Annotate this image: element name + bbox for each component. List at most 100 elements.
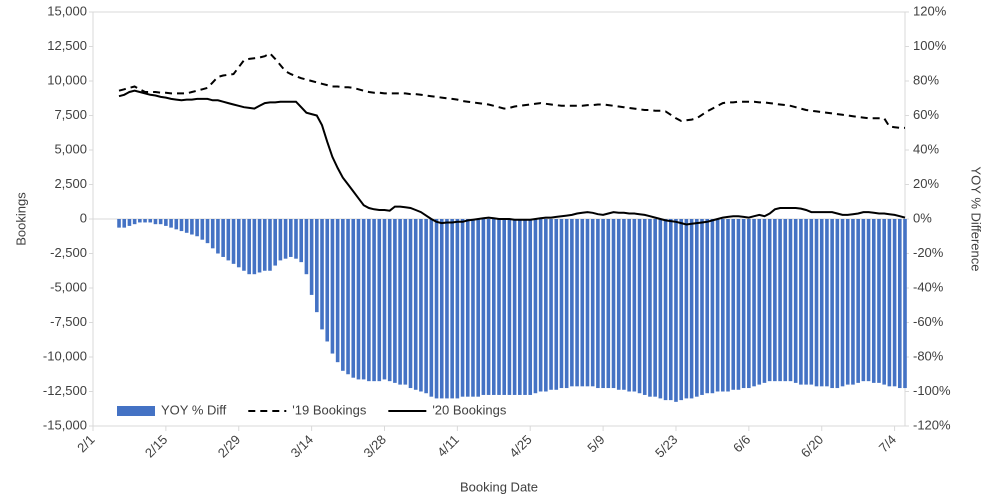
y2-tick-label: 60% (913, 107, 939, 122)
bar (330, 219, 335, 354)
bar (721, 219, 725, 392)
x-tick-label: 2/29 (215, 432, 244, 461)
bar (304, 219, 309, 275)
bar (528, 219, 533, 395)
bar (434, 219, 439, 399)
bar (460, 219, 465, 397)
bar (117, 219, 121, 228)
bar (476, 219, 480, 397)
y2-tick-label: -80% (913, 348, 944, 363)
bar (778, 219, 782, 382)
x-tick-label: 4/11 (434, 432, 462, 460)
bar (877, 219, 881, 383)
y-tick-label: -15,000 (43, 417, 87, 432)
legend-swatch (117, 406, 155, 416)
bar (200, 219, 205, 240)
bar (611, 219, 616, 389)
bar (663, 219, 668, 401)
y-tick-label: 5,000 (54, 141, 87, 156)
bar (164, 219, 168, 226)
bar (236, 219, 241, 268)
bar (512, 219, 517, 395)
bar (637, 219, 642, 394)
bar (367, 219, 371, 382)
y-tick-label: -10,000 (43, 348, 87, 363)
bar (210, 219, 215, 249)
bar (190, 219, 194, 235)
bar (606, 219, 611, 389)
bar (783, 219, 788, 382)
bar (616, 219, 621, 390)
bar (184, 219, 189, 233)
bar (627, 219, 631, 392)
bar (845, 219, 850, 385)
x-tick-label: 2/1 (74, 432, 97, 455)
bar (299, 219, 304, 263)
bar (523, 219, 527, 395)
bar (455, 219, 460, 399)
bar (372, 219, 376, 382)
bar (335, 219, 340, 363)
bar (262, 219, 267, 271)
y2-tick-label: 20% (913, 176, 939, 191)
bar (809, 219, 814, 385)
bar (174, 219, 179, 230)
legend-label: '19 Bookings (292, 402, 367, 417)
bar (788, 219, 793, 382)
bar (710, 219, 715, 394)
bar (158, 219, 163, 225)
bar (497, 219, 501, 395)
bar (715, 219, 720, 392)
bar (132, 219, 137, 225)
y-tick-label: 12,500 (47, 38, 87, 53)
bar (752, 219, 756, 387)
bar (903, 219, 907, 389)
y2-tick-label: 40% (913, 141, 939, 156)
bar (138, 219, 142, 223)
bar (856, 219, 860, 383)
bar (361, 219, 366, 380)
bar (622, 219, 626, 390)
bar (570, 219, 574, 387)
x-axis-title: Booking Date (460, 479, 538, 494)
bar (741, 219, 746, 389)
bar (471, 219, 475, 397)
bar (804, 219, 808, 385)
bar (892, 219, 897, 387)
bar (445, 219, 449, 399)
y-tick-label: 15,000 (47, 3, 87, 18)
y-tick-label: -5,000 (50, 279, 87, 294)
bar (747, 219, 751, 389)
bar (439, 219, 444, 399)
bar (346, 219, 350, 375)
bar (585, 219, 590, 387)
bar (507, 219, 512, 395)
bar (533, 219, 538, 394)
x-tick-label: 5/23 (652, 432, 681, 461)
bar (674, 219, 678, 402)
bar (731, 219, 736, 390)
bar (648, 219, 652, 397)
y2-tick-label: -20% (913, 245, 944, 260)
bar (242, 219, 246, 271)
bar (689, 219, 694, 399)
bar (356, 219, 361, 380)
bar (658, 219, 663, 399)
bar (231, 219, 236, 264)
bar (221, 219, 225, 257)
bar (315, 219, 319, 313)
bar (226, 219, 231, 261)
x-tick-label: 4/25 (506, 432, 535, 461)
bar (799, 219, 803, 385)
bar (564, 219, 569, 389)
bar (518, 219, 522, 395)
y-tick-label: 7,500 (54, 107, 87, 122)
bar (294, 219, 298, 259)
bar (726, 219, 730, 392)
bar (632, 219, 637, 392)
bar (424, 219, 428, 394)
bar (575, 219, 579, 387)
bar (590, 219, 595, 387)
bar (143, 219, 147, 223)
